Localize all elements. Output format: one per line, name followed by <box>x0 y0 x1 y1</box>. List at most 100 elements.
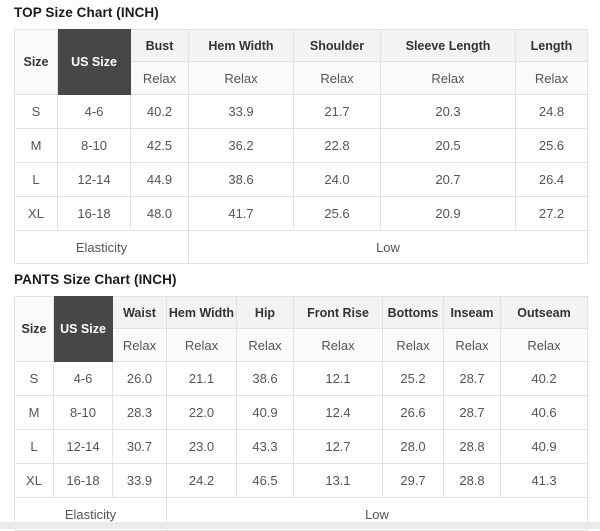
size-cell: L <box>14 162 58 197</box>
value-cell-inseam: 28.8 <box>443 429 501 464</box>
fit-row: Relax Relax Relax Relax Relax Relax Relax <box>15 328 588 362</box>
fit-cell-shoulder: Relax <box>293 61 381 95</box>
size-cell: XL <box>14 196 58 231</box>
column-header-front-rise: Front Rise <box>293 296 383 329</box>
value-cell-inseam: 28.7 <box>443 395 501 430</box>
value-cell-waist: 26.0 <box>112 361 167 396</box>
value-cell-length: 24.8 <box>515 94 588 129</box>
us-size-cell: 12-14 <box>57 162 131 197</box>
value-cell-outseam: 40.6 <box>500 395 588 430</box>
value-cell-inseam: 28.7 <box>443 361 501 396</box>
us-size-cell: 16-18 <box>53 463 113 498</box>
value-cell-hem-width: 22.0 <box>166 395 237 430</box>
value-cell-front-rise: 12.7 <box>293 429 383 464</box>
top-size-chart-table: Size US Size Bust Hem Width Shoulder Sleeve L… <box>14 29 588 264</box>
table-row: XL 16-18 33.9 24.2 46.5 13.1 29.7 28.8 41.3 <box>14 463 588 498</box>
value-cell-hip: 40.9 <box>236 395 294 430</box>
column-header-bust: Bust <box>130 29 189 62</box>
fit-cell-hem-width: Relax <box>188 61 294 95</box>
us-size-cell: 4-6 <box>53 361 113 396</box>
table-row: L 12-14 30.7 23.0 43.3 12.7 28.0 28.8 40.9 <box>14 429 588 464</box>
top-size-chart-title: TOP Size Chart (INCH) <box>14 5 159 20</box>
column-header-us-size: US Size <box>53 296 113 362</box>
value-cell-shoulder: 21.7 <box>293 94 381 129</box>
value-cell-shoulder: 25.6 <box>293 196 381 231</box>
value-cell-hem-width: 36.2 <box>188 128 294 163</box>
value-cell-sleeve-length: 20.7 <box>380 162 516 197</box>
value-cell-front-rise: 12.1 <box>293 361 383 396</box>
pants-size-chart-table: Size US Size Waist Hem Width Hip Front Rise Bo… <box>14 296 588 531</box>
us-size-cell: 8-10 <box>57 128 131 163</box>
value-cell-hip: 38.6 <box>236 361 294 396</box>
column-header-sleeve-length: Sleeve Length <box>380 29 516 62</box>
value-cell-bust: 48.0 <box>130 196 189 231</box>
value-cell-waist: 30.7 <box>112 429 167 464</box>
us-size-cell: 8-10 <box>53 395 113 430</box>
value-cell-bottoms: 26.6 <box>382 395 444 430</box>
header-row: Size US Size Bust Hem Width Shoulder Sleeve L… <box>14 29 588 95</box>
column-header-hem-width: Hem Width <box>188 29 294 62</box>
fit-cell-length: Relax <box>515 61 588 95</box>
size-cell: XL <box>14 463 54 498</box>
value-cell-front-rise: 12.4 <box>293 395 383 430</box>
value-cell-shoulder: 22.8 <box>293 128 381 163</box>
value-cell-hem-width: 41.7 <box>188 196 294 231</box>
size-cell: M <box>14 395 54 430</box>
value-cell-inseam: 28.8 <box>443 463 501 498</box>
fit-cell-hem-width: Relax <box>166 328 237 362</box>
value-cell-outseam: 40.9 <box>500 429 588 464</box>
elasticity-row: Elasticity Low <box>14 230 588 264</box>
column-header-hip: Hip <box>236 296 294 329</box>
value-cell-bottoms: 29.7 <box>382 463 444 498</box>
column-header-size: Size <box>14 29 58 95</box>
table-row: S 4-6 26.0 21.1 38.6 12.1 25.2 28.7 40.2 <box>14 361 588 396</box>
size-cell: S <box>14 94 58 129</box>
fit-cell-bust: Relax <box>130 61 189 95</box>
value-cell-bottoms: 25.2 <box>382 361 444 396</box>
fit-cell-front-rise: Relax <box>293 328 383 362</box>
column-header-length: Length <box>515 29 588 62</box>
column-header-us-size: US Size <box>57 29 131 95</box>
fit-cell-hip: Relax <box>236 328 294 362</box>
table-row: XL 16-18 48.0 41.7 25.6 20.9 27.2 <box>14 196 588 231</box>
value-cell-hip: 46.5 <box>236 463 294 498</box>
table-row: M 8-10 42.5 36.2 22.8 20.5 25.6 <box>14 128 588 163</box>
value-cell-length: 27.2 <box>515 196 588 231</box>
value-cell-outseam: 41.3 <box>500 463 588 498</box>
value-cell-sleeve-length: 20.3 <box>380 94 516 129</box>
value-cell-bust: 42.5 <box>130 128 189 163</box>
elasticity-label: Elasticity <box>14 230 189 264</box>
size-cell: M <box>14 128 58 163</box>
value-cell-bust: 44.9 <box>130 162 189 197</box>
value-cell-bust: 40.2 <box>130 94 189 129</box>
table-row: L 12-14 44.9 38.6 24.0 20.7 26.4 <box>14 162 588 197</box>
fit-cell-bottoms: Relax <box>382 328 444 362</box>
column-header-waist: Waist <box>112 296 167 329</box>
value-cell-shoulder: 24.0 <box>293 162 381 197</box>
value-cell-length: 26.4 <box>515 162 588 197</box>
column-header-hem-width: Hem Width <box>166 296 237 329</box>
pants-size-chart-title: PANTS Size Chart (INCH) <box>14 272 177 287</box>
fit-row: Relax Relax Relax Relax Relax <box>15 61 588 95</box>
value-cell-length: 25.6 <box>515 128 588 163</box>
us-size-cell: 16-18 <box>57 196 131 231</box>
fit-cell-outseam: Relax <box>500 328 588 362</box>
column-header-inseam: Inseam <box>443 296 501 329</box>
value-cell-sleeve-length: 20.5 <box>380 128 516 163</box>
value-cell-hem-width: 21.1 <box>166 361 237 396</box>
us-size-cell: 12-14 <box>53 429 113 464</box>
header-row: Size US Size Waist Hem Width Hip Front Rise Bo… <box>14 296 588 362</box>
value-cell-sleeve-length: 20.9 <box>380 196 516 231</box>
table-row: S 4-6 40.2 33.9 21.7 20.3 24.8 <box>14 94 588 129</box>
value-cell-hem-width: 33.9 <box>188 94 294 129</box>
value-cell-bottoms: 28.0 <box>382 429 444 464</box>
value-cell-hem-width: 38.6 <box>188 162 294 197</box>
column-header-bottoms: Bottoms <box>382 296 444 329</box>
table-row: M 8-10 28.3 22.0 40.9 12.4 26.6 28.7 40.6 <box>14 395 588 430</box>
value-cell-hem-width: 24.2 <box>166 463 237 498</box>
value-cell-front-rise: 13.1 <box>293 463 383 498</box>
fit-cell-inseam: Relax <box>443 328 501 362</box>
size-cell: L <box>14 429 54 464</box>
value-cell-hem-width: 23.0 <box>166 429 237 464</box>
